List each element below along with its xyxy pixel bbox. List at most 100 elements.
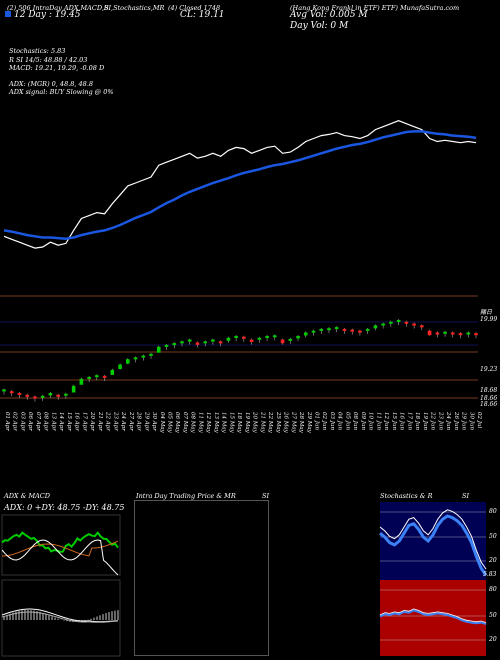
candle <box>17 393 22 395</box>
rsi-readout: R SI 14/5: 48.88 / 42.03 <box>9 56 88 64</box>
adx-values: ADX: 0 +DY: 48.75 -DY: 48.75 <box>4 503 125 512</box>
date-label: 11 Jun <box>375 412 381 430</box>
rsi-signal-line <box>379 608 487 623</box>
candle <box>404 321 409 324</box>
series-line-1 <box>3 130 477 240</box>
candle <box>334 327 339 330</box>
header-title-c: (4) Closed 1748 <box>168 4 221 12</box>
candle <box>2 389 6 392</box>
header-title-b: SI,Stochastics,MR <box>104 4 165 12</box>
candle <box>9 391 14 394</box>
adx-macd-title: ADX & MACD <box>4 492 50 500</box>
series-line-0 <box>3 120 477 249</box>
macd-signal-line <box>1 611 119 623</box>
candle <box>358 330 362 333</box>
date-label: 19 Jun <box>422 412 428 430</box>
candle <box>211 339 215 342</box>
candle <box>311 330 316 333</box>
header-title-d: (Hang Kong Frankl in ETF) ETF) MunafaSut… <box>290 4 460 12</box>
ema-label: 12 Day : 19.45 <box>14 10 81 20</box>
minus-di-line <box>1 540 119 557</box>
date-label: 20 Apr <box>89 411 95 431</box>
candle <box>350 329 354 332</box>
adx-macd-panel <box>1 514 121 657</box>
candle <box>342 328 347 331</box>
candle <box>164 344 169 347</box>
candle <box>71 385 76 393</box>
date-label: 08 May <box>190 412 196 434</box>
candle <box>118 364 122 370</box>
rsi-tick-80: 80 <box>489 586 497 593</box>
candle <box>87 376 91 379</box>
rsi-tick-20: 20 <box>489 636 497 643</box>
date-label: 23 Jun <box>437 411 443 430</box>
date-label: 17 Apr <box>81 412 87 431</box>
stoch-d-line <box>379 509 487 570</box>
date-label: 15 Jun <box>391 412 397 430</box>
candle <box>95 375 99 378</box>
date-label: 13 Apr <box>50 412 56 431</box>
date-label: 09 Jun <box>360 412 366 430</box>
intraday-panel <box>134 500 269 656</box>
adx-box <box>1 514 121 576</box>
rsi-line <box>379 609 487 626</box>
date-label: 02 Jun <box>321 412 327 430</box>
date-label: 11 May <box>197 412 203 434</box>
candle <box>218 341 223 344</box>
date-label: 26 May <box>283 411 289 434</box>
candle <box>64 393 68 396</box>
candle <box>288 338 293 341</box>
stoch-rsi-title: Stochastics & R <box>380 492 433 500</box>
candle <box>381 323 385 326</box>
date-label: 10 Jun <box>368 412 374 430</box>
adx-line <box>1 539 119 576</box>
candle <box>396 320 401 322</box>
date-label: 27 Apr <box>128 411 134 431</box>
price-label-5: 18.66 <box>480 401 498 408</box>
macd-readout: MACD: 19.21, 19.29, -0.08 D <box>9 64 105 72</box>
candle <box>126 359 130 364</box>
adx-readout: ADX: (MGR) 0, 48.8, 48.8 <box>9 80 94 88</box>
intraday-title: Intra Day Trading Price & MR <box>136 492 236 500</box>
candle <box>234 336 238 339</box>
candle <box>226 337 231 341</box>
date-label: 08 Apr <box>43 412 49 431</box>
price-label-3: 18.68 <box>480 387 498 394</box>
candle <box>40 395 45 398</box>
candle <box>474 333 478 336</box>
date-label: 29 Jun <box>461 411 467 430</box>
date-label: 17 Jun <box>406 412 412 430</box>
candle <box>180 341 184 344</box>
date-label: 04 Jun <box>337 412 343 430</box>
date-label: 21 May <box>259 411 265 434</box>
candle <box>102 375 107 378</box>
close-label: CL: 19.11 <box>180 10 225 20</box>
date-label: 24 Jun <box>445 411 451 430</box>
candle <box>389 321 393 324</box>
date-label: 06 May <box>174 412 180 434</box>
date-label: 29 Apr <box>143 411 149 431</box>
date-label: 23 Apr <box>112 411 118 431</box>
candle <box>141 355 146 358</box>
date-label: 06 Apr <box>27 412 33 431</box>
candle <box>466 332 471 335</box>
date-label: 05 May <box>166 412 172 434</box>
stoch-tick-50: 50 <box>489 533 497 540</box>
candle <box>435 332 440 335</box>
stoch-k-line <box>379 514 488 577</box>
candle <box>303 332 308 336</box>
date-label: 03 Jun <box>329 412 335 430</box>
candle <box>319 328 324 331</box>
date-label: 29 May <box>306 411 312 434</box>
price-label-top: 赌日 <box>480 309 493 316</box>
candle <box>458 333 463 336</box>
candle <box>33 396 37 399</box>
date-label: 13 May <box>213 412 219 434</box>
intraday-title-b: SI <box>262 492 270 500</box>
date-label: 08 Jun <box>352 412 358 430</box>
candle <box>280 339 285 344</box>
macd-line <box>1 608 119 623</box>
candle <box>79 378 84 385</box>
date-label: 15 Apr <box>66 412 72 431</box>
